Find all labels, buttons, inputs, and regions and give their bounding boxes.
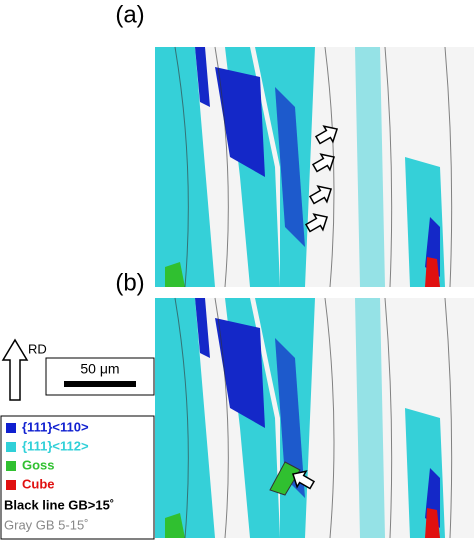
- legend-label: Goss: [22, 457, 55, 472]
- map-b: [154, 297, 474, 539]
- goss-grain: [269, 461, 301, 496]
- legend: {111}<110> {111}<112> Goss Cube Black line G…: [4, 419, 114, 532]
- legend-label: Cube: [22, 476, 55, 491]
- legend-swatch: [6, 442, 16, 452]
- legend-swatch: [6, 461, 16, 471]
- legend-note: Black line GB>15˚: [4, 497, 114, 512]
- scale-label: 50 μm: [80, 361, 119, 377]
- rd-arrow: [1, 338, 29, 401]
- legend-swatch: [6, 423, 16, 433]
- rd-label: RD: [28, 341, 47, 356]
- scale-bar: [64, 381, 136, 387]
- legend-label: {111}<112>: [22, 438, 89, 453]
- legend-label: {111}<110>: [22, 419, 89, 434]
- legend-swatch: [6, 480, 16, 490]
- panel-label: (b): [115, 269, 144, 296]
- panel-label: (a): [115, 1, 144, 28]
- legend-note: Gray GB 5-15˚: [4, 517, 89, 532]
- scale-box: [45, 357, 155, 396]
- legend-box: [0, 415, 155, 540]
